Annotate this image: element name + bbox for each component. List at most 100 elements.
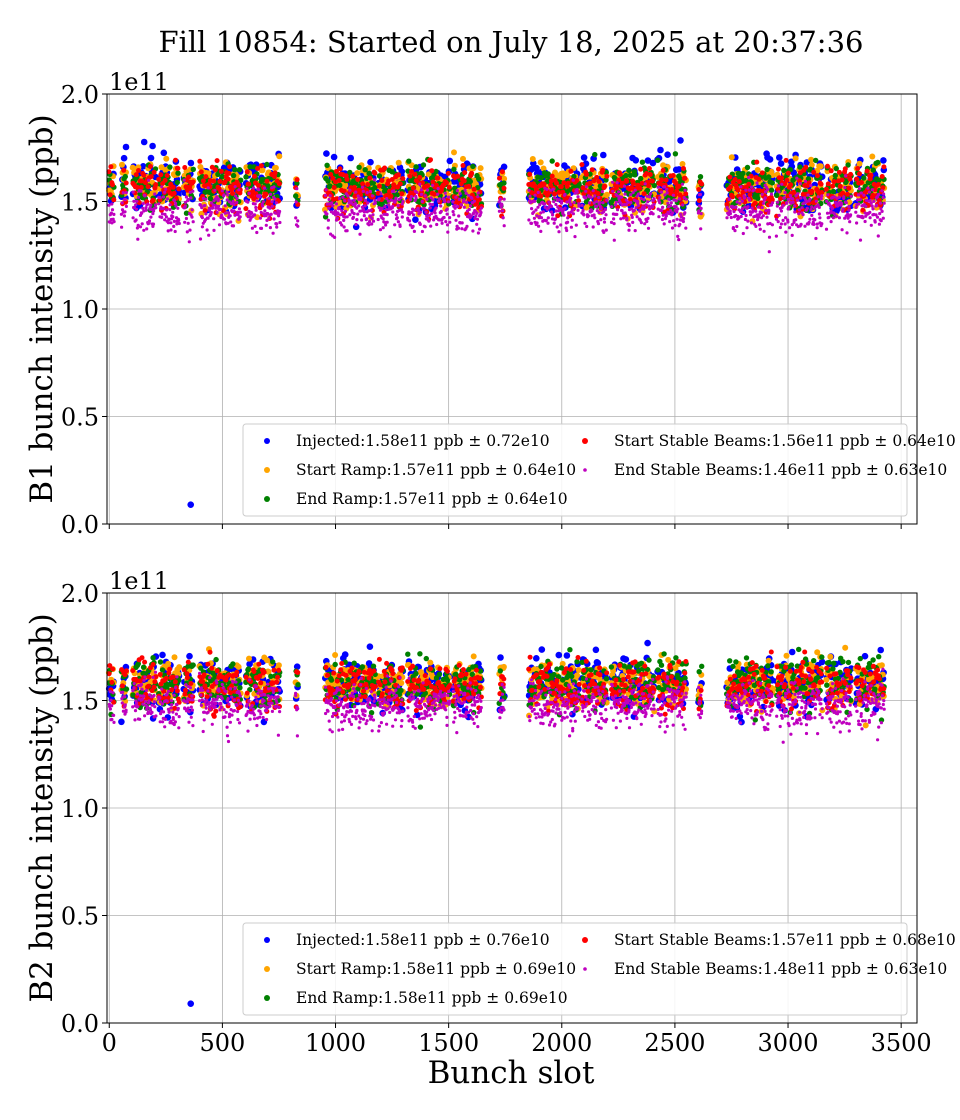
data-point <box>800 206 804 210</box>
data-point <box>529 156 536 162</box>
data-point <box>552 221 556 225</box>
data-point <box>386 199 391 203</box>
data-point <box>476 176 482 182</box>
data-point <box>849 213 853 217</box>
panel-2: 0 500 1000 1500 2000 2500 3000 35000.00.51.01.5… <box>24 567 956 1057</box>
data-point <box>391 182 397 188</box>
data-point <box>198 237 203 241</box>
data-point <box>325 178 331 184</box>
data-point <box>795 198 800 202</box>
data-point <box>645 219 649 224</box>
data-point <box>880 157 887 164</box>
data-point <box>144 208 148 212</box>
data-point <box>566 216 570 220</box>
data-point <box>265 183 271 189</box>
data-point <box>879 174 885 179</box>
data-point <box>556 205 560 209</box>
data-point <box>861 175 867 181</box>
data-point <box>663 177 669 183</box>
data-point <box>354 222 358 227</box>
data-point <box>569 196 573 200</box>
data-point <box>148 174 154 180</box>
data-point <box>863 219 867 224</box>
data-point <box>791 197 795 201</box>
data-point <box>617 172 623 177</box>
data-point <box>538 193 544 199</box>
data-point <box>433 168 439 175</box>
data-point <box>229 220 233 224</box>
data-point <box>554 162 560 168</box>
data-point <box>173 201 178 205</box>
data-point <box>423 194 427 198</box>
data-point <box>856 193 861 197</box>
data-point <box>212 217 216 221</box>
data-point <box>591 178 597 184</box>
data-point <box>357 204 361 208</box>
data-point <box>198 210 205 217</box>
legend-entry: End Stable Beams:1.46e11 ppb ± 0.63e10 <box>614 461 947 479</box>
data-point <box>498 197 502 201</box>
data-point <box>665 191 669 195</box>
data-point <box>357 188 363 194</box>
data-point <box>385 220 389 224</box>
data-point <box>537 159 544 166</box>
data-point <box>245 187 249 191</box>
data-point <box>270 200 274 204</box>
data-point <box>497 209 501 213</box>
data-point <box>568 168 574 174</box>
data-point <box>585 224 589 229</box>
data-point <box>754 209 758 213</box>
data-point <box>253 202 257 206</box>
data-point <box>848 171 854 177</box>
data-point <box>671 211 675 215</box>
data-point <box>639 221 644 225</box>
data-point <box>371 213 375 217</box>
data-point <box>274 201 278 205</box>
data-point <box>864 168 870 174</box>
data-point <box>187 240 191 244</box>
data-point <box>436 187 440 191</box>
data-point <box>843 185 847 190</box>
data-point <box>623 172 629 179</box>
data-point <box>810 205 814 209</box>
data-point <box>809 183 813 188</box>
data-point <box>626 200 630 204</box>
data-point <box>168 208 172 212</box>
data-point <box>401 199 405 204</box>
data-point <box>750 206 754 210</box>
data-point <box>604 173 610 179</box>
data-point <box>616 208 620 212</box>
data-point <box>120 201 124 205</box>
data-point <box>444 180 449 186</box>
data-point <box>622 656 630 663</box>
data-point <box>642 206 647 210</box>
data-point <box>583 171 589 177</box>
data-point <box>877 222 882 226</box>
data-point <box>683 191 689 197</box>
data-point <box>236 167 243 173</box>
data-point <box>825 181 831 187</box>
data-point <box>134 203 138 207</box>
data-point <box>352 212 356 216</box>
y-tick-label: 0.5 <box>61 404 99 432</box>
data-point <box>559 223 563 227</box>
data-point <box>725 216 729 220</box>
data-point <box>539 229 543 233</box>
data-point <box>429 224 433 228</box>
data-point <box>156 176 162 182</box>
data-point <box>674 188 680 194</box>
data-point <box>409 198 413 202</box>
data-point <box>798 182 802 186</box>
data-point <box>683 211 687 215</box>
data-point <box>576 198 582 204</box>
data-point <box>650 205 655 209</box>
data-point <box>577 202 581 206</box>
data-point <box>880 209 884 213</box>
data-point <box>136 237 140 241</box>
data-point <box>565 228 569 233</box>
data-point <box>377 197 381 201</box>
data-point <box>207 195 214 202</box>
data-point <box>636 192 641 196</box>
data-point <box>502 224 506 228</box>
data-point <box>749 213 753 217</box>
